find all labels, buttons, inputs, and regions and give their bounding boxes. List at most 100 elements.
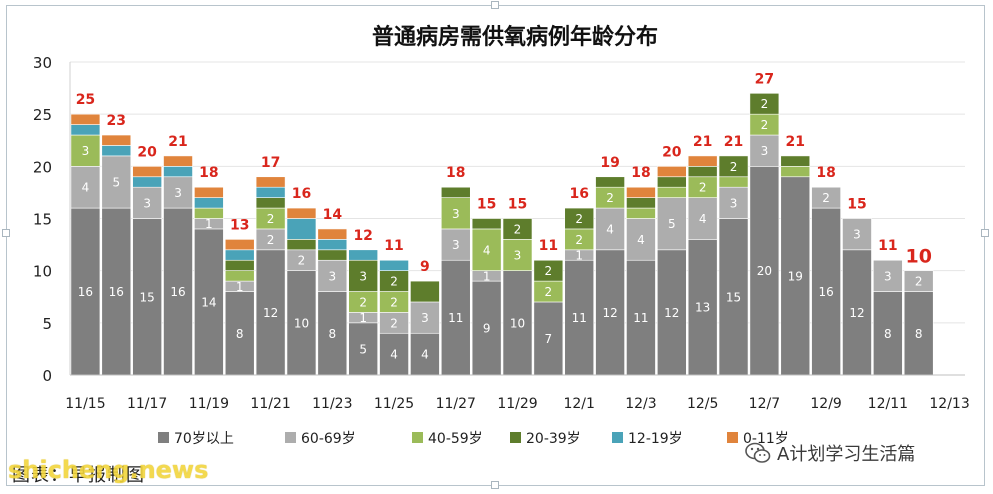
bar-segment	[224, 249, 255, 261]
segment-label: 1	[205, 217, 213, 231]
bar-segment	[348, 249, 378, 261]
total-label: 17	[261, 155, 280, 171]
total-label: 21	[786, 134, 805, 150]
legend-label: 20-39岁	[526, 431, 581, 447]
bar-segment	[657, 176, 687, 188]
y-tick-label: 5	[42, 315, 52, 333]
total-label: 15	[508, 197, 527, 213]
bar-segment	[132, 166, 162, 178]
segment-label: 2	[390, 316, 398, 330]
total-label: 18	[631, 165, 650, 181]
segment-label: 2	[390, 295, 398, 309]
resize-handle-left[interactable]	[2, 229, 10, 237]
bar-segment	[471, 228, 502, 271]
total-label: 10	[905, 246, 931, 268]
bar-segment	[749, 134, 780, 167]
wechat-icon	[745, 442, 771, 463]
bar-segment	[564, 259, 595, 376]
segment-label: 2	[545, 285, 553, 299]
y-tick-label: 15	[33, 211, 52, 229]
legend-item: 60-69岁	[285, 431, 356, 447]
segment-label: 16	[78, 285, 93, 299]
bar-segment	[317, 239, 348, 251]
resize-handle-top[interactable]	[491, 1, 499, 9]
segment-label: 14	[201, 295, 216, 309]
bar-segment	[657, 186, 687, 198]
bar-segment	[101, 155, 132, 209]
legend-item: 20-39岁	[510, 431, 581, 447]
bar-segment	[873, 291, 903, 376]
bar-segment	[718, 176, 749, 188]
segment-label: 16	[170, 285, 185, 299]
resize-handle-right[interactable]	[981, 229, 989, 237]
bar-segment	[718, 218, 749, 376]
y-axis: 0 5 10 15 20 25 30	[33, 54, 71, 385]
x-tick-label: 12/1	[563, 396, 594, 412]
bar-segment	[842, 249, 872, 376]
segment-label: 2	[915, 275, 923, 289]
segment-label: 11	[633, 311, 648, 325]
legend-swatch	[612, 432, 623, 443]
segment-label: 11	[448, 311, 463, 325]
segment-label: 3	[853, 228, 861, 242]
total-label: 20	[662, 144, 682, 160]
bar-segment	[70, 124, 101, 136]
segment-label: 15	[140, 290, 155, 304]
bar-segment	[224, 239, 255, 251]
x-tick-label: 12/11	[868, 396, 908, 412]
bar-segment	[348, 259, 378, 292]
segment-label: 1	[359, 311, 367, 325]
segment-label: 16	[109, 285, 124, 299]
bar-segment	[101, 207, 132, 376]
watermark-text: shicheng.news	[8, 456, 209, 484]
legend-swatch	[285, 432, 296, 443]
bar-segment	[317, 249, 348, 261]
bar-segment	[564, 207, 595, 230]
segment-label: 4	[421, 348, 429, 362]
bar-segment	[502, 270, 533, 376]
bar-segment	[70, 113, 101, 125]
legend-label: 12-19岁	[628, 431, 683, 447]
total-label: 16	[292, 186, 311, 202]
legend-swatch	[510, 432, 521, 443]
y-tick-label: 0	[42, 367, 52, 385]
bar-segment	[873, 259, 903, 292]
segment-label: 5	[668, 217, 676, 231]
segment-label: 12	[849, 306, 864, 320]
total-label: 18	[816, 165, 835, 181]
segment-label: 12	[664, 306, 679, 320]
segment-label: 5	[359, 342, 367, 356]
total-label: 21	[168, 134, 187, 150]
segment-label: 19	[788, 269, 803, 283]
segment-label: 3	[730, 196, 738, 210]
x-tick-label: 12/5	[687, 396, 718, 412]
total-label: 11	[878, 238, 897, 254]
total-label: 21	[724, 134, 743, 150]
bar-segment	[224, 270, 255, 282]
bar-segment	[626, 197, 656, 209]
bar-segment	[749, 166, 780, 376]
x-tick-label: 12/3	[625, 396, 656, 412]
bar-segment	[811, 207, 841, 376]
y-tick-label: 20	[33, 158, 52, 176]
bar-segment	[626, 218, 656, 261]
segment-label: 4	[82, 181, 90, 195]
segment-label: 4	[483, 243, 491, 257]
bar-segment	[163, 155, 193, 167]
x-tick-label: 11/23	[312, 396, 352, 412]
segment-label: 9	[483, 322, 491, 336]
bar-segment	[132, 186, 162, 219]
bar-segment	[255, 176, 286, 188]
total-label: 11	[384, 238, 403, 254]
segment-label: 8	[884, 327, 892, 341]
legend: 70岁以上 60-69岁 40-59岁 20-39岁 12-19岁 0-11岁	[158, 431, 789, 447]
bar-segment	[903, 270, 934, 292]
bar-segment	[255, 186, 286, 198]
resize-handle-bottom[interactable]	[491, 481, 499, 489]
segment-label: 1	[236, 280, 244, 294]
segment-label: 2	[514, 222, 522, 236]
bar-segment	[163, 207, 193, 376]
segment-label: 2	[761, 118, 769, 132]
segment-label: 3	[421, 311, 429, 325]
bar-segment	[657, 166, 687, 178]
